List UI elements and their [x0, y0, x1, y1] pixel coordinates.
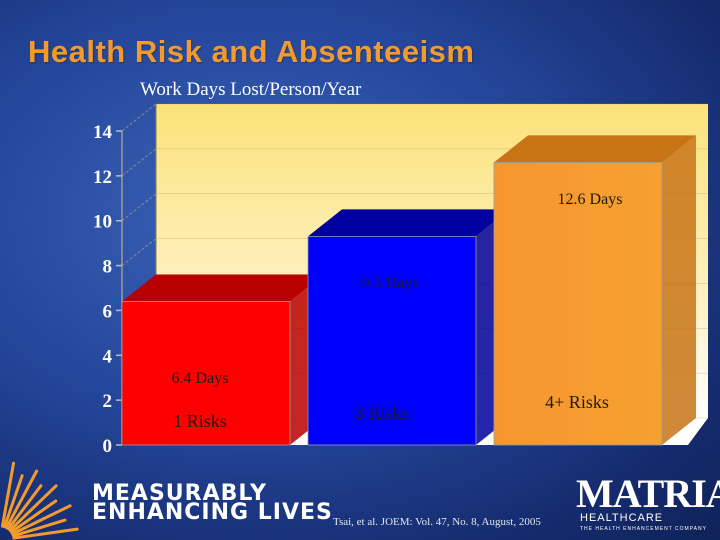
- company-logo: MATRIA: [576, 471, 720, 516]
- citation: Tsai, et al. JOEM: Vol. 47, No. 8, Augus…: [333, 516, 541, 528]
- sun-ray: [11, 504, 72, 536]
- y-tick-label: 0: [103, 436, 113, 457]
- bar-1: [121, 301, 291, 446]
- y-tick-label: 10: [93, 212, 112, 233]
- gridline-diagonal: [121, 103, 157, 132]
- y-tick-label: 4: [103, 346, 113, 367]
- y-tick-label: 6: [103, 301, 113, 322]
- gridline-diagonal: [121, 193, 157, 222]
- y-tick-label: 2: [103, 391, 113, 412]
- bar-2: [307, 236, 477, 446]
- bar-top-3: [494, 135, 696, 163]
- sun-ray: [12, 527, 79, 540]
- sun-ray: [3, 474, 24, 529]
- gridline-diagonal: [121, 238, 157, 266]
- company-logo-sub: HEALTHCARE: [580, 512, 664, 524]
- sun-ray: [8, 484, 58, 532]
- slide-title: Health Risk and Absenteeism: [28, 34, 475, 69]
- sun-ray: [11, 518, 67, 538]
- bars: [121, 135, 696, 446]
- category-label-1: 1 Risks: [173, 411, 227, 431]
- data-label-1: 6.4 Days: [172, 370, 229, 387]
- bar-top-1: [122, 274, 324, 302]
- tagline-line2: ENHANCING LIVES: [92, 500, 333, 525]
- tagline-line1: MEASURABLY: [92, 481, 267, 506]
- bar-labels: 6.4 Days 1 Risks 9.3 Days 3 Risks 12.6 Days 4…: [172, 191, 623, 431]
- sun-ray: [0, 461, 16, 528]
- y-tick-label: 14: [93, 122, 113, 143]
- bar-3: [493, 161, 663, 446]
- y-axis: 0 2 4 6 8 10 12 14: [93, 122, 123, 457]
- sun-ray: [5, 469, 39, 530]
- category-label-2: 3 Risks: [355, 403, 409, 423]
- y-tick-label: 8: [103, 257, 113, 278]
- company-logo-tagline: THE HEALTH ENHANCEMENT COMPANY: [580, 526, 707, 532]
- data-label-2: 9.3 Days: [362, 275, 419, 292]
- category-label-3: 4+ Risks: [545, 392, 609, 412]
- sunburst-logo-icon: [0, 461, 79, 540]
- data-label-3: 12.6 Days: [558, 191, 623, 208]
- sun-ray: [6, 484, 43, 531]
- y-tick-label: 12: [93, 167, 112, 188]
- bar-top-2: [308, 209, 510, 237]
- sun-ray: [9, 499, 58, 534]
- bar-side-3: [662, 135, 696, 445]
- chart-title: Work Days Lost/Person/Year: [140, 79, 362, 100]
- gridline-diagonal: [121, 148, 157, 177]
